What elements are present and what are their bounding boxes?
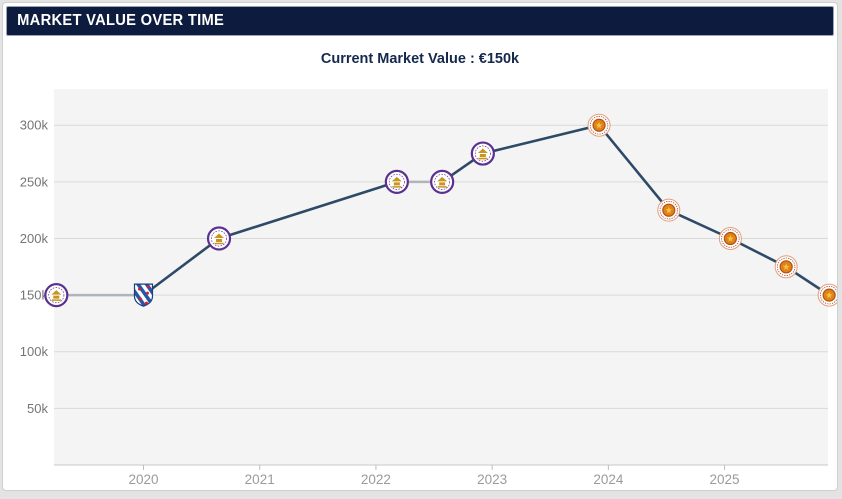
line-segment [142,237,221,297]
y-tick-label: 100k [20,344,49,359]
y-tick-label: 250k [20,174,49,189]
value-point-hanoi-fc-badge-icon[interactable] [430,169,455,194]
value-point-hanoi-fc-badge-icon[interactable] [470,141,495,166]
value-point-cong-an-ha-noi-badge-icon[interactable] [657,198,681,222]
y-tick-label: 150k [20,288,49,303]
value-point-cong-an-ha-noi-badge-icon[interactable] [718,226,742,250]
value-point-heerenveen-shield-icon[interactable] [133,283,154,307]
line-segment [217,180,399,240]
x-tick-label: 2022 [361,472,391,486]
panel-title: MARKET VALUE OVER TIME [17,12,225,29]
value-point-cong-an-ha-noi-badge-icon[interactable] [817,283,838,307]
market-value-panel: MARKET VALUE OVER TIME Current Market Va… [2,2,838,491]
value-point-cong-an-ha-noi-badge-icon[interactable] [587,113,611,137]
y-tick-label: 50k [27,401,48,416]
y-tick-label: 300k [20,118,49,133]
x-tick-label: 2020 [128,472,158,486]
line-segment [597,123,671,212]
market-value-chart[interactable]: 50k 100k 150k 200k 250k 300k 2020 2021 2022 2023 2… [2,81,838,486]
value-point-hanoi-fc-badge-icon[interactable] [206,226,232,251]
x-tick-label: 2021 [245,472,275,486]
y-tick-label: 200k [20,231,49,246]
panel-header: MARKET VALUE OVER TIME [6,6,834,36]
value-point-hanoi-fc-badge-icon[interactable] [44,283,69,308]
x-tick-label: 2024 [593,472,624,486]
x-tick-label: 2023 [477,472,507,486]
value-point-cong-an-ha-noi-badge-icon[interactable] [774,255,798,279]
value-point-hanoi-fc-badge-icon[interactable] [384,169,409,194]
x-tick-label: 2025 [710,472,740,486]
line-segment [481,123,601,155]
chart-canvas[interactable]: 50k 100k 150k 200k 250k 300k 2020 2021 2022 2023 2… [2,81,838,486]
chart-subtitle: Current Market Value : €150k [320,51,520,67]
plot-area [54,89,828,465]
